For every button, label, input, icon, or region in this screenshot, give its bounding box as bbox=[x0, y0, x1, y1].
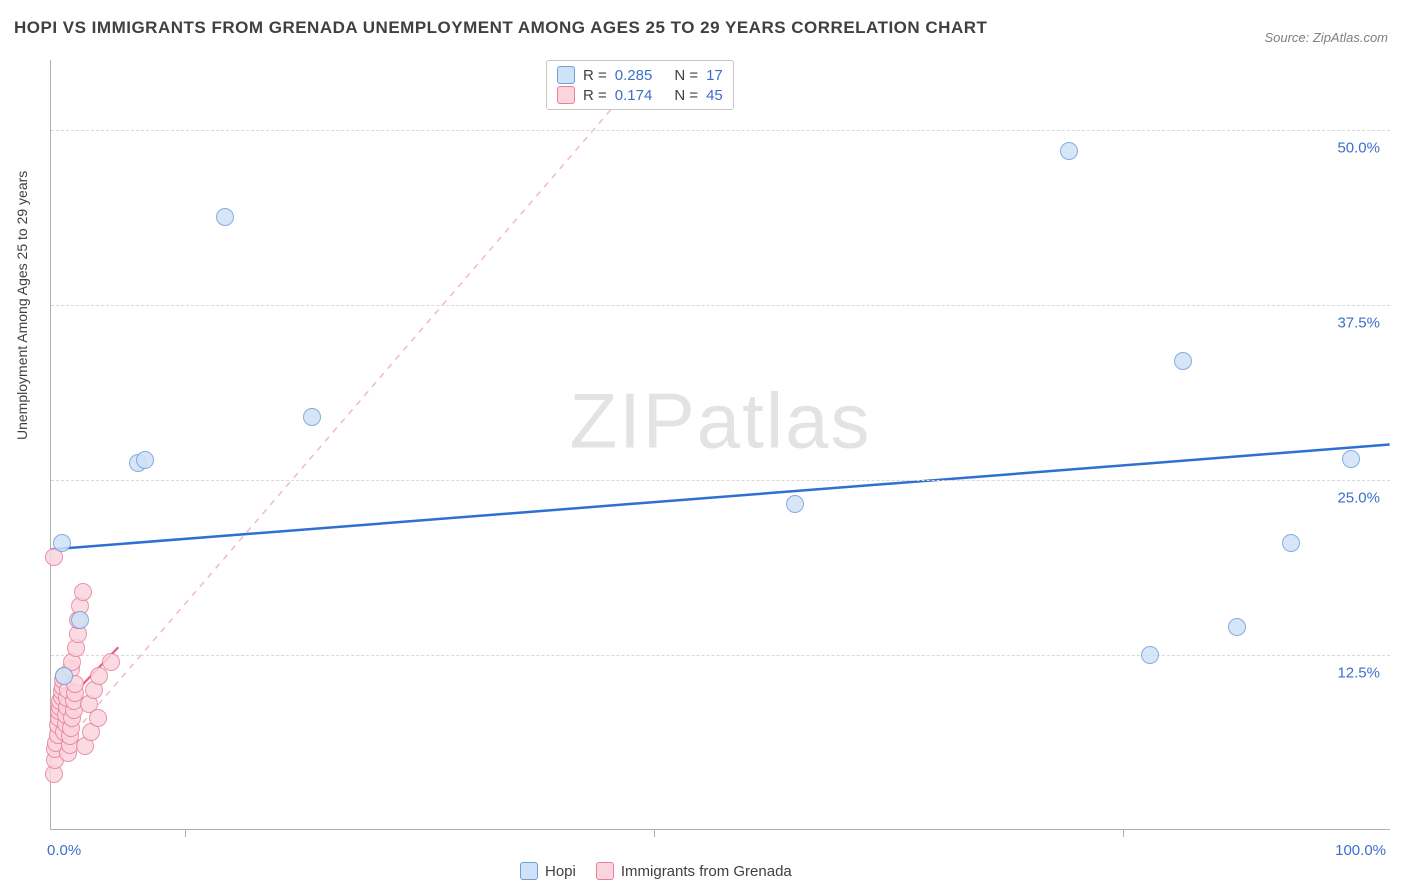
legend-swatch bbox=[596, 862, 614, 880]
data-point bbox=[216, 208, 234, 226]
stat-r-key: R = bbox=[583, 87, 607, 104]
trend-lines-layer bbox=[51, 60, 1390, 829]
stats-row: R = 0.174 N = 45 bbox=[557, 85, 723, 105]
stat-n-key: N = bbox=[674, 87, 698, 104]
data-point bbox=[1141, 646, 1159, 664]
y-tick-label: 37.5% bbox=[1337, 315, 1380, 332]
legend-label: Hopi bbox=[545, 863, 576, 880]
watermark: ZIPatlas bbox=[569, 376, 871, 467]
legend-item: Hopi bbox=[520, 862, 576, 880]
gridline-h bbox=[51, 130, 1390, 131]
stat-r-key: R = bbox=[583, 67, 607, 84]
series-legend: Hopi Immigrants from Grenada bbox=[520, 862, 792, 880]
data-point bbox=[53, 534, 71, 552]
stats-row: R = 0.285 N = 17 bbox=[557, 65, 723, 85]
data-point bbox=[1282, 534, 1300, 552]
x-tick-label: 100.0% bbox=[1335, 842, 1386, 859]
stat-n-value: 45 bbox=[706, 87, 723, 104]
data-point bbox=[89, 709, 107, 727]
y-tick-label: 12.5% bbox=[1337, 665, 1380, 682]
data-point bbox=[1174, 352, 1192, 370]
stat-r-value: 0.174 bbox=[615, 87, 653, 104]
gridline-h bbox=[51, 655, 1390, 656]
correlation-stats-legend: R = 0.285 N = 17 R = 0.174 N = 45 bbox=[546, 60, 734, 110]
legend-item: Immigrants from Grenada bbox=[596, 862, 792, 880]
gridline-h bbox=[51, 480, 1390, 481]
data-point bbox=[74, 583, 92, 601]
chart-title: HOPI VS IMMIGRANTS FROM GRENADA UNEMPLOY… bbox=[14, 18, 987, 38]
data-point bbox=[1060, 142, 1078, 160]
data-point bbox=[1228, 618, 1246, 636]
stat-r-value: 0.285 bbox=[615, 67, 653, 84]
data-point bbox=[786, 495, 804, 513]
x-tick bbox=[1123, 829, 1124, 837]
x-tick bbox=[654, 829, 655, 837]
y-axis-label: Unemployment Among Ages 25 to 29 years bbox=[14, 171, 30, 440]
source-attribution: Source: ZipAtlas.com bbox=[1264, 30, 1388, 45]
data-point bbox=[71, 611, 89, 629]
data-point bbox=[102, 653, 120, 671]
stat-n-key: N = bbox=[674, 67, 698, 84]
legend-label: Immigrants from Grenada bbox=[621, 863, 792, 880]
watermark-thin: atlas bbox=[697, 377, 872, 465]
legend-swatch bbox=[520, 862, 538, 880]
watermark-bold: ZIP bbox=[569, 377, 696, 465]
x-tick-label: 0.0% bbox=[47, 842, 81, 859]
stat-n-value: 17 bbox=[706, 67, 723, 84]
y-tick-label: 25.0% bbox=[1337, 490, 1380, 507]
y-tick-label: 50.0% bbox=[1337, 140, 1380, 157]
gridline-h bbox=[51, 305, 1390, 306]
scatter-plot-area: ZIPatlas R = 0.285 N = 17 R = 0.174 N = 45 12.5… bbox=[50, 60, 1390, 830]
legend-swatch bbox=[557, 86, 575, 104]
data-point bbox=[136, 451, 154, 469]
legend-swatch bbox=[557, 66, 575, 84]
x-tick bbox=[185, 829, 186, 837]
data-point bbox=[303, 408, 321, 426]
data-point bbox=[1342, 450, 1360, 468]
